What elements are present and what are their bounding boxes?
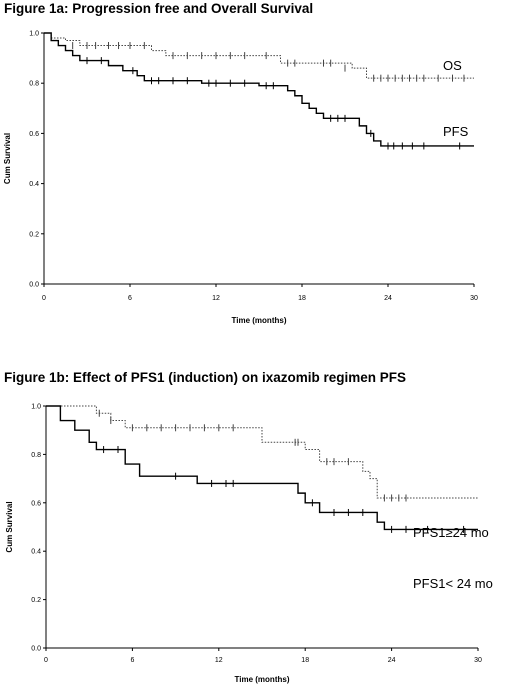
series-line-dotted <box>46 405 478 499</box>
x-tick-label: 6 <box>130 657 134 664</box>
y-tick-label: 0.2 <box>31 597 41 604</box>
x-tick-label: 12 <box>215 657 223 664</box>
x-tick-label: 24 <box>388 657 396 664</box>
figure-1b-title: Figure 1b: Effect of PFS1 (induction) on… <box>4 370 407 385</box>
x-tick-label: 18 <box>301 657 309 664</box>
y-tick-label: 0.8 <box>31 452 41 459</box>
x-tick-label: 6 <box>128 295 132 302</box>
y-tick-label: 0.4 <box>31 549 41 556</box>
series-line-dotted <box>44 32 474 79</box>
series-label: OS <box>443 58 462 73</box>
x-axis-title: Time (months) <box>235 675 290 684</box>
y-tick-label: 0.6 <box>29 131 39 138</box>
y-tick-label: 0.8 <box>29 81 39 88</box>
y-axis-title: Cum Survival <box>3 133 12 184</box>
figure-1a-chart: 0.0 0.2 0.4 0.6 0.8 1.0 0 6 12 18 24 30 Time (months… <box>3 31 478 326</box>
series-label: PFS <box>443 124 469 139</box>
y-tick-label: 1.0 <box>31 404 41 411</box>
x-tick-label: 12 <box>212 295 220 302</box>
x-axis-title: Time (months) <box>232 316 287 325</box>
series-line-solid <box>46 405 478 531</box>
y-tick-label: 0.0 <box>29 282 39 289</box>
y-tick-label: 0.0 <box>31 646 41 653</box>
y-axis-title: Cum Survival <box>5 501 14 552</box>
series-label: PFS1≥24 mo <box>413 525 489 540</box>
x-tick-label: 24 <box>384 295 392 302</box>
series-label: PFS1< 24 mo <box>413 576 493 591</box>
x-tick-label: 18 <box>298 295 306 302</box>
y-tick-label: 0.2 <box>29 231 39 238</box>
x-tick-label: 30 <box>470 295 478 302</box>
x-tick-label: 30 <box>474 657 482 664</box>
x-tick-label: 0 <box>44 657 48 664</box>
figure-1a-title: Figure 1a: Progression free and Overall … <box>4 1 314 16</box>
y-tick-label: 0.4 <box>29 181 39 188</box>
x-tick-label: 0 <box>42 295 46 302</box>
series-line-solid <box>44 32 474 147</box>
y-tick-label: 1.0 <box>29 31 39 38</box>
y-tick-label: 0.6 <box>31 500 41 507</box>
